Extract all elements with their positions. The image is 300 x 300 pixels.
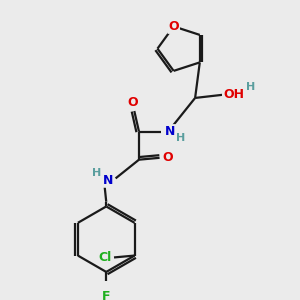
Text: OH: OH xyxy=(223,88,244,101)
Text: H: H xyxy=(246,82,255,92)
Text: O: O xyxy=(163,151,173,164)
Text: Cl: Cl xyxy=(98,251,111,264)
Text: H: H xyxy=(176,133,185,143)
Text: O: O xyxy=(127,96,138,109)
Text: N: N xyxy=(103,174,113,187)
Text: F: F xyxy=(102,290,110,300)
Text: O: O xyxy=(168,20,179,33)
Text: N: N xyxy=(165,125,175,138)
Text: H: H xyxy=(92,168,101,178)
